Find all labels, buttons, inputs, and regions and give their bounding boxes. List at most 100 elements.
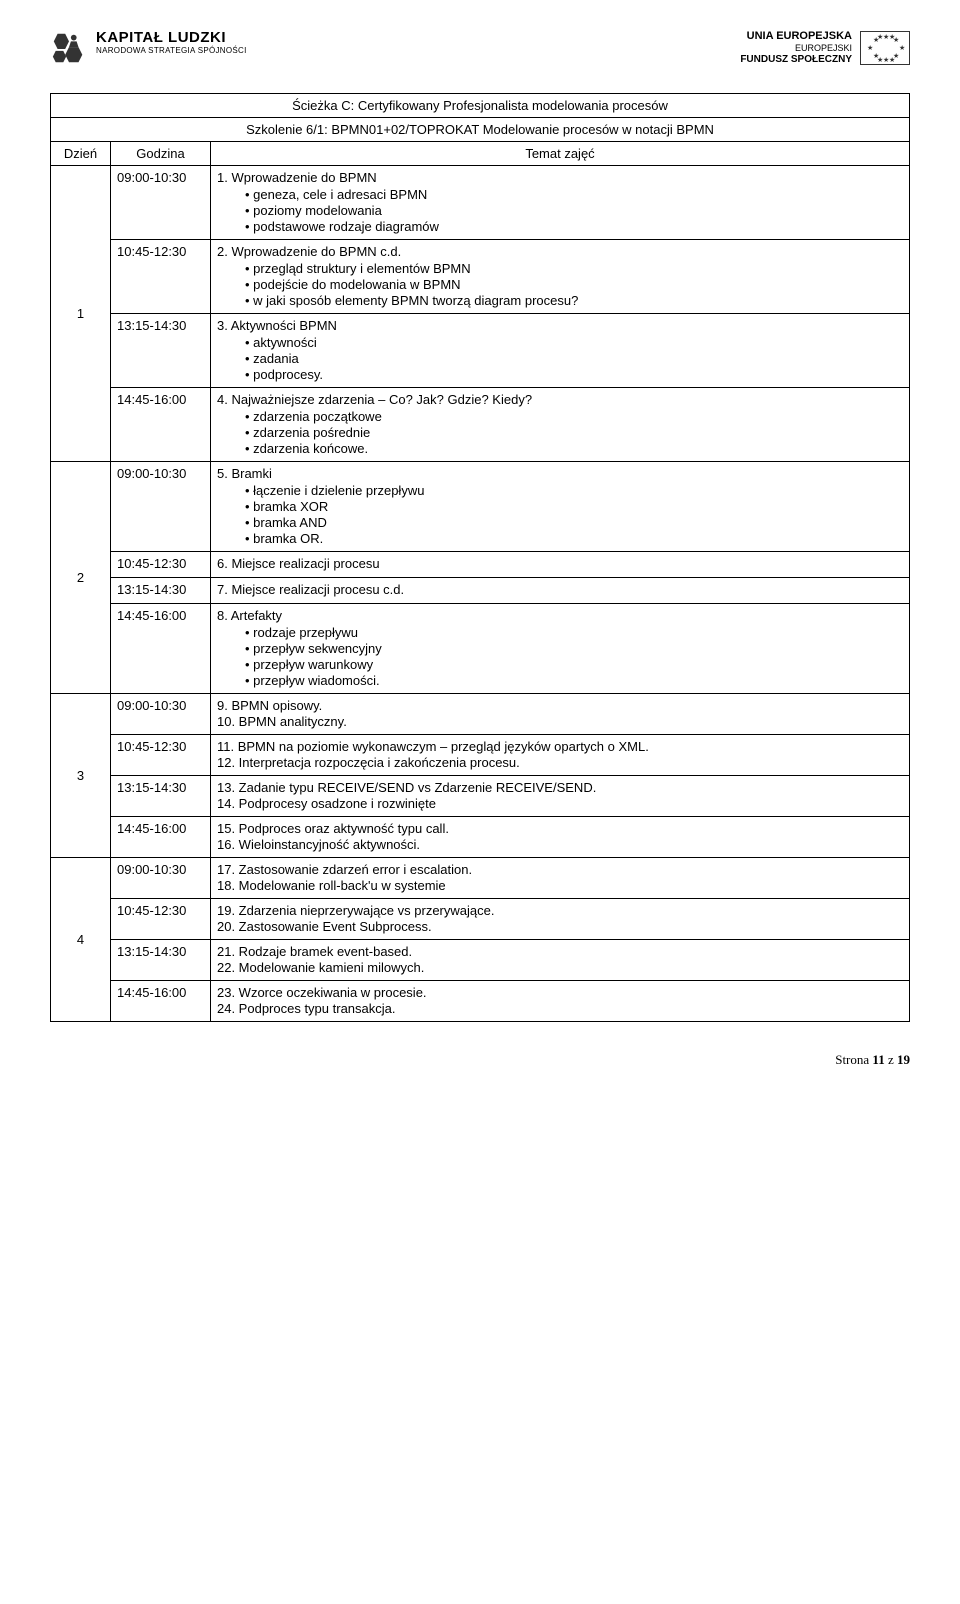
topic-line: 11. BPMN na poziomie wykonawczym – przeg… — [217, 739, 903, 754]
bullet-item: rodzaje przepływu — [245, 625, 903, 640]
topic-line: 21. Rodzaje bramek event-based. — [217, 944, 903, 959]
topic-line: 14. Podprocesy osadzone i rozwinięte — [217, 796, 903, 811]
topic-line: 24. Podproces typu transakcja. — [217, 1001, 903, 1016]
content-cell: 21. Rodzaje bramek event-based.22. Model… — [211, 940, 910, 981]
time-cell: 10:45-12:30 — [111, 552, 211, 578]
col-header-head_time: Godzina — [111, 142, 211, 166]
bullet-item: podstawowe rodzaje diagramów — [245, 219, 903, 234]
content-cell: 5. Bramkiłączenie i dzielenie przepływub… — [211, 462, 910, 552]
content-cell: 4. Najważniejsze zdarzenia – Co? Jak? Gd… — [211, 388, 910, 462]
logo-right-line2: EUROPEJSKI — [795, 43, 852, 54]
bullet-item: zdarzenia pośrednie — [245, 425, 903, 440]
bullet-list: zdarzenia początkowezdarzenia pośredniez… — [217, 409, 903, 456]
content-cell: 8. Artefakty rodzaje przepływuprzepływ se… — [211, 604, 910, 694]
page-header: KAPITAŁ LUDZKI NARODOWA STRATEGIA SPÓJNO… — [50, 30, 910, 68]
content-cell: 17. Zastosowanie zdarzeń error i escalat… — [211, 858, 910, 899]
content-cell: 1. Wprowadzenie do BPMN geneza, cele i ad… — [211, 166, 910, 240]
topic-line: 12. Interpretacja rozpoczęcia i zakończe… — [217, 755, 903, 770]
col-header-head_topic: Temat zajęć — [211, 142, 910, 166]
topic-line: 9. BPMN opisowy. — [217, 698, 903, 713]
time-cell: 10:45-12:30 — [111, 240, 211, 314]
footer-prefix: Strona — [835, 1052, 872, 1067]
topic-line: 20. Zastosowanie Event Subprocess. — [217, 919, 903, 934]
topic-line: 17. Zastosowanie zdarzeń error i escalat… — [217, 862, 903, 877]
topic-line: 18. Modelowanie roll-back'u w systemie — [217, 878, 903, 893]
topic-line: 15. Podproces oraz aktywność typu call. — [217, 821, 903, 836]
bullet-list: aktywnościzadaniapodprocesy. — [217, 335, 903, 382]
time-cell: 13:15-14:30 — [111, 314, 211, 388]
bullet-list: przegląd struktury i elementów BPMNpodej… — [217, 261, 903, 308]
topic-line: 22. Modelowanie kamieni milowych. — [217, 960, 903, 975]
time-cell: 09:00-10:30 — [111, 462, 211, 552]
topic-heading: 7. Miejsce realizacji procesu c.d. — [217, 582, 903, 597]
content-cell: 2. Wprowadzenie do BPMN c.d. przegląd str… — [211, 240, 910, 314]
topic-line: 13. Zadanie typu RECEIVE/SEND vs Zdarzen… — [217, 780, 903, 795]
topic-heading: 5. Bramki — [217, 466, 903, 481]
bullet-list: łączenie i dzielenie przepływubramka XOR… — [217, 483, 903, 546]
table-title-2: Szkolenie 6/1: BPMN01+02/TOPROKAT Modelo… — [51, 118, 910, 142]
time-cell: 14:45-16:00 — [111, 817, 211, 858]
topic-heading: 3. Aktywności BPMN — [217, 318, 903, 333]
content-cell: 9. BPMN opisowy.10. BPMN analityczny. — [211, 694, 910, 735]
topic-heading: 1. Wprowadzenie do BPMN — [217, 170, 903, 185]
bullet-item: w jaki sposób elementy BPMN tworzą diagr… — [245, 293, 903, 308]
day-cell: 3 — [51, 694, 111, 858]
bullet-item: podejście do modelowania w BPMN — [245, 277, 903, 292]
logo-left-line1: KAPITAŁ LUDZKI — [96, 30, 247, 47]
bullet-item: bramka AND — [245, 515, 903, 530]
bullet-item: geneza, cele i adresaci BPMN — [245, 187, 903, 202]
bullet-item: przepływ sekwencyjny — [245, 641, 903, 656]
content-cell: 3. Aktywności BPMN aktywnościzadaniapodpr… — [211, 314, 910, 388]
content-cell: 11. BPMN na poziomie wykonawczym – przeg… — [211, 735, 910, 776]
time-cell: 10:45-12:30 — [111, 899, 211, 940]
time-cell: 13:15-14:30 — [111, 776, 211, 817]
bullet-item: zadania — [245, 351, 903, 366]
time-cell: 09:00-10:30 — [111, 166, 211, 240]
bullet-item: przepływ wiadomości. — [245, 673, 903, 688]
footer-total: 19 — [897, 1052, 910, 1067]
logo-left: KAPITAŁ LUDZKI NARODOWA STRATEGIA SPÓJNO… — [50, 30, 247, 68]
schedule-table: Ścieżka C: Certyfikowany Profesjonalista… — [50, 93, 910, 1022]
bullet-item: łączenie i dzielenie przepływu — [245, 483, 903, 498]
content-cell: 6. Miejsce realizacji procesu — [211, 552, 910, 578]
topic-heading: 4. Najważniejsze zdarzenia – Co? Jak? Gd… — [217, 392, 903, 407]
day-cell: 4 — [51, 858, 111, 1022]
bullet-list: geneza, cele i adresaci BPMNpoziomy mode… — [217, 187, 903, 234]
logo-left-text: KAPITAŁ LUDZKI NARODOWA STRATEGIA SPÓJNO… — [96, 30, 247, 55]
bullet-item: aktywności — [245, 335, 903, 350]
time-cell: 09:00-10:30 — [111, 858, 211, 899]
content-cell: 19. Zdarzenia nieprzerywające vs przeryw… — [211, 899, 910, 940]
time-cell: 13:15-14:30 — [111, 940, 211, 981]
content-cell: 7. Miejsce realizacji procesu c.d. — [211, 578, 910, 604]
logo-right: UNIA EUROPEJSKA EUROPEJSKI FUNDUSZ SPOŁE… — [740, 30, 910, 66]
logo-right-text: UNIA EUROPEJSKA EUROPEJSKI FUNDUSZ SPOŁE… — [740, 30, 852, 66]
topic-heading: 2. Wprowadzenie do BPMN c.d. — [217, 244, 903, 259]
topic-line: 23. Wzorce oczekiwania w procesie. — [217, 985, 903, 1000]
col-header-head_day: Dzień — [51, 142, 111, 166]
day-cell: 1 — [51, 166, 111, 462]
topic-heading: 8. Artefakty — [217, 608, 903, 623]
time-cell: 14:45-16:00 — [111, 604, 211, 694]
page-footer: Strona 11 z 19 — [50, 1052, 910, 1068]
topic-line: 16. Wieloinstancyjność aktywności. — [217, 837, 903, 852]
logo-left-line2: NARODOWA STRATEGIA SPÓJNOŚCI — [96, 47, 247, 56]
table-title-1: Ścieżka C: Certyfikowany Profesjonalista… — [51, 94, 910, 118]
time-cell: 09:00-10:30 — [111, 694, 211, 735]
topic-heading: 6. Miejsce realizacji procesu — [217, 556, 903, 571]
bullet-item: przepływ warunkowy — [245, 657, 903, 672]
content-cell: 23. Wzorce oczekiwania w procesie.24. Po… — [211, 981, 910, 1022]
bullet-list: rodzaje przepływuprzepływ sekwencyjnyprz… — [217, 625, 903, 688]
time-cell: 14:45-16:00 — [111, 388, 211, 462]
bullet-item: przegląd struktury i elementów BPMN — [245, 261, 903, 276]
topic-line: 19. Zdarzenia nieprzerywające vs przeryw… — [217, 903, 903, 918]
bullet-item: zdarzenia końcowe. — [245, 441, 903, 456]
footer-current: 11 — [872, 1052, 884, 1067]
topic-line: 10. BPMN analityczny. — [217, 714, 903, 729]
bullet-item: poziomy modelowania — [245, 203, 903, 218]
day-cell: 2 — [51, 462, 111, 694]
logo-right-line1: UNIA EUROPEJSKA — [747, 30, 852, 43]
bullet-item: bramka XOR — [245, 499, 903, 514]
footer-sep: z — [885, 1052, 897, 1067]
bullet-item: zdarzenia początkowe — [245, 409, 903, 424]
bullet-item: bramka OR. — [245, 531, 903, 546]
